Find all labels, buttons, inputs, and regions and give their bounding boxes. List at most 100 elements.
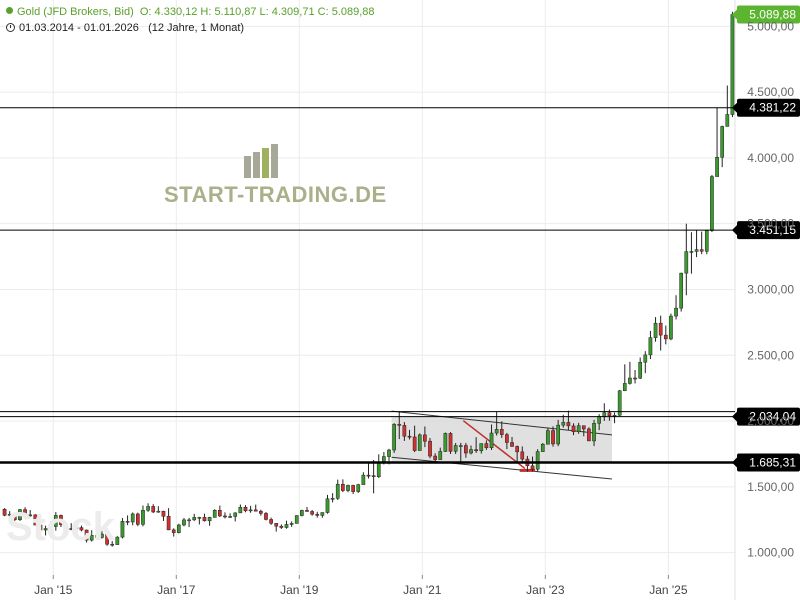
candle-body xyxy=(166,516,171,531)
duration: (12 Jahre, 1 Monat) xyxy=(148,22,245,34)
candle-body xyxy=(310,511,314,515)
level-label-pointer xyxy=(732,457,737,468)
candle-body xyxy=(469,449,473,454)
candle-body xyxy=(371,475,376,477)
candle-body xyxy=(325,498,330,513)
x-tick-label: Jan '17 xyxy=(157,583,196,597)
level-label-pointer xyxy=(732,102,737,113)
candle-body xyxy=(648,337,653,356)
candle-body xyxy=(484,443,489,449)
y-tick-label: 2.500,00 xyxy=(747,348,794,362)
clock-icon xyxy=(6,23,15,32)
candle-body xyxy=(233,512,238,517)
x-tick-label: Jan '19 xyxy=(280,583,319,597)
candle-body xyxy=(423,434,427,442)
candle-body xyxy=(479,443,484,452)
candle-body xyxy=(23,509,27,516)
instrument-header: Gold (JFD Brokers, Bid) O: 4.330,12 H: 5… xyxy=(6,6,375,18)
candle-body xyxy=(171,529,176,533)
candle-body xyxy=(12,514,17,520)
candle-body xyxy=(438,451,443,460)
candle-body xyxy=(679,272,684,309)
candle-body xyxy=(238,506,243,514)
channel-lower-line xyxy=(391,456,613,480)
brand-watermark: START-TRADING.DE xyxy=(164,182,387,207)
candle-body xyxy=(597,416,602,424)
candle-body xyxy=(269,519,273,524)
candle-body xyxy=(730,14,735,115)
candle-body xyxy=(361,474,366,485)
candle-body xyxy=(694,249,699,252)
date-range-header: 01.03.2014 - 01.01.2026 (12 Jahre, 1 Mon… xyxy=(6,22,244,34)
candle-body xyxy=(458,445,463,447)
candle-body xyxy=(192,517,197,521)
candle-body xyxy=(433,455,437,460)
candle-body xyxy=(402,425,407,437)
candle-body xyxy=(443,433,448,452)
level-label-bg xyxy=(737,221,800,240)
series-dot-icon xyxy=(6,7,13,14)
candle-body xyxy=(464,445,468,454)
candle-body xyxy=(315,513,320,516)
candle-body xyxy=(207,517,212,522)
candle-body xyxy=(69,528,74,530)
candle-body xyxy=(84,529,89,541)
candle-body xyxy=(689,251,694,253)
candle-body xyxy=(320,512,325,516)
level-label-bg xyxy=(737,407,800,426)
candle-body xyxy=(264,513,268,520)
horizontal-levels: 4.381,22 3.451,15 2.034,04 1.685,31 5.089,88 xyxy=(0,5,800,472)
candle-body xyxy=(2,508,7,516)
candle-body xyxy=(715,156,719,177)
candle-body xyxy=(412,436,417,451)
candle-body xyxy=(28,514,33,517)
candle-body xyxy=(94,535,99,538)
candle-body xyxy=(633,377,637,380)
candle-body xyxy=(669,315,673,340)
candle-series xyxy=(2,11,735,547)
candle-body xyxy=(253,509,258,512)
candle-body xyxy=(125,521,130,523)
candle-body xyxy=(346,485,350,491)
candle-body xyxy=(274,523,279,527)
candle-body xyxy=(602,412,607,417)
y-tick-label: 5.000,00 xyxy=(747,19,794,33)
last-price-label: 5.089,88 xyxy=(749,7,796,21)
candle-body xyxy=(151,506,156,513)
candle-body xyxy=(351,485,355,492)
candle-body xyxy=(622,383,627,392)
candle-body xyxy=(7,514,12,516)
candle-body xyxy=(453,445,458,452)
candle-body xyxy=(592,423,596,442)
candle-body xyxy=(581,425,586,430)
y-tick-label: 3.000,00 xyxy=(747,282,794,296)
candle-body xyxy=(279,525,284,528)
candle-body xyxy=(663,334,668,340)
level-label-bg xyxy=(737,453,800,472)
candle-body xyxy=(520,451,525,460)
candle-body xyxy=(146,506,150,511)
level-label: 1.685,31 xyxy=(749,455,796,469)
candle-body xyxy=(571,425,576,432)
candle-body xyxy=(330,498,335,500)
candle-body xyxy=(38,524,43,531)
candle-body xyxy=(556,424,560,445)
candle-body xyxy=(551,430,555,445)
candle-body xyxy=(53,515,58,527)
candle-body xyxy=(530,465,535,470)
candle-body xyxy=(561,422,566,426)
y-tick-label: 2.000,00 xyxy=(747,414,794,428)
candle-body xyxy=(643,354,648,363)
candle-body xyxy=(566,422,571,427)
candle-body xyxy=(576,425,581,432)
level-label-pointer xyxy=(732,225,737,236)
candle-body xyxy=(48,526,53,529)
candle-body xyxy=(156,510,161,513)
candle-body xyxy=(387,449,391,457)
candle-body xyxy=(397,424,402,426)
candle-body xyxy=(607,412,612,417)
y-tick-label: 4.500,00 xyxy=(747,85,794,99)
x-tick-label: Jan '23 xyxy=(526,583,565,597)
candle-body xyxy=(212,510,217,518)
